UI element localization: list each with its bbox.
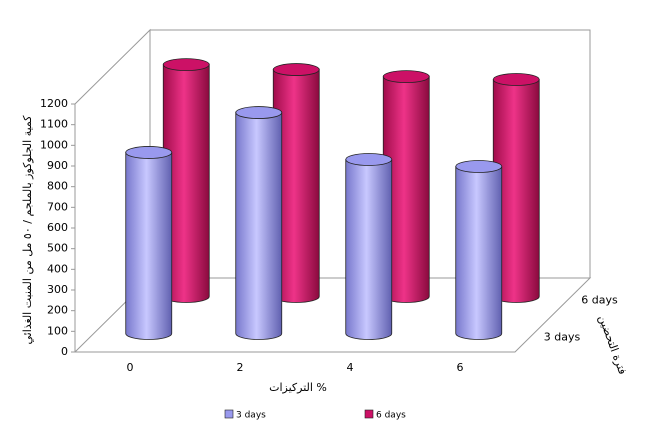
legend-swatch — [364, 409, 374, 419]
cylinder-top — [492, 73, 540, 86]
cylinder-top — [455, 160, 503, 173]
cylinder — [125, 152, 173, 340]
x-tick-label: 0 — [127, 361, 134, 374]
y-tick-label: 800 — [47, 180, 68, 193]
legend-swatch — [224, 409, 234, 419]
cylinder-top — [382, 70, 430, 84]
depth-tick-label: 3 days — [544, 331, 581, 344]
x-tick-label: 4 — [347, 361, 354, 374]
cylinder-top — [162, 58, 210, 72]
depth-tick-label: 6 days — [581, 294, 618, 307]
cylinder — [455, 166, 503, 340]
y-tick-label: 1000 — [40, 138, 68, 151]
y-tick-label: 400 — [47, 262, 68, 275]
y-tick-label: 0 — [61, 345, 68, 358]
cylinder-top — [235, 106, 283, 119]
x-tick-label: 2 — [237, 361, 244, 374]
y-tick-label: 900 — [47, 159, 68, 172]
y-tick-label: 500 — [47, 242, 68, 255]
y-tick-label: 200 — [47, 304, 68, 317]
y-tick-label: 1200 — [40, 97, 68, 110]
cylinder — [345, 159, 393, 340]
y-tick-label: 600 — [47, 221, 68, 234]
x-axis-label: التركيزات % — [269, 381, 327, 394]
y-tick-label: 300 — [47, 283, 68, 296]
cylinder — [235, 112, 283, 340]
y-tick-label: 1100 — [40, 118, 68, 131]
y-tick-label: 100 — [47, 324, 68, 337]
legend-label: 6 days — [376, 411, 406, 421]
cylinder-top — [125, 146, 173, 159]
legend-label: 3 days — [236, 411, 266, 421]
depth-axis-label: فترة التحضين — [596, 313, 629, 376]
x-tick-label: 6 — [457, 361, 464, 374]
y-tick-label: 700 — [47, 200, 68, 213]
cylinder-top — [272, 63, 320, 76]
y-axis-label: كمية الجلوكوز بالملجم / ٥٠ مل من المنبت … — [21, 115, 34, 345]
cylinder-top — [345, 153, 393, 166]
